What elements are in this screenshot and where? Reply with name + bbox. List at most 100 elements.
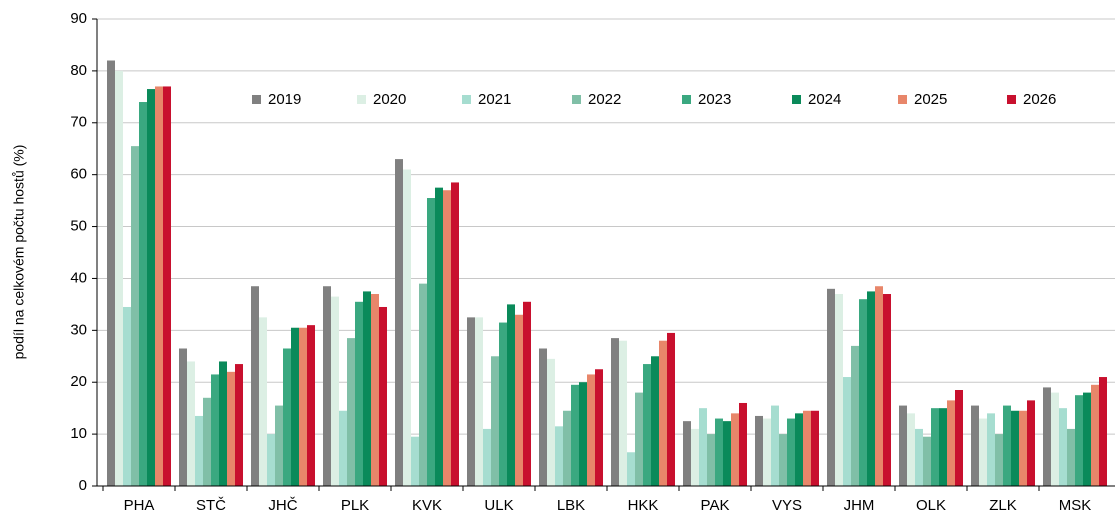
bar (1027, 400, 1035, 486)
bar (939, 408, 947, 486)
y-tick-label: 30 (70, 321, 87, 338)
bar (651, 356, 659, 486)
legend-marker (252, 95, 261, 104)
bar (867, 291, 875, 486)
bar (283, 348, 291, 486)
bar (131, 146, 139, 486)
bar (291, 327, 299, 486)
x-tick-label: STČ (196, 497, 226, 514)
bar (667, 332, 675, 486)
legend-marker (792, 95, 801, 104)
bar (1003, 405, 1011, 486)
bar (355, 301, 363, 486)
bar (587, 374, 595, 486)
y-tick-label: 50 (70, 218, 87, 235)
bar (323, 286, 331, 486)
bar (379, 306, 387, 486)
bar (619, 340, 627, 486)
bar (435, 187, 443, 486)
bar (155, 86, 163, 486)
x-tick-label: ZLK (989, 497, 1017, 514)
bar (1011, 410, 1019, 486)
bar (227, 371, 235, 486)
bar (787, 418, 795, 486)
bar (859, 299, 867, 486)
bar (147, 89, 155, 487)
bar (691, 428, 699, 486)
bar (395, 159, 403, 486)
bar (955, 390, 963, 486)
bar (547, 358, 555, 486)
legend-marker (462, 95, 471, 104)
bar (875, 286, 883, 486)
bar (611, 338, 619, 486)
y-tick-label: 10 (70, 425, 87, 442)
bar (803, 410, 811, 486)
bar (595, 369, 603, 486)
x-tick-label: JHM (844, 497, 875, 514)
bar (755, 415, 763, 486)
legend-marker (572, 95, 581, 104)
bar (491, 356, 499, 486)
bar (907, 413, 915, 486)
y-tick-label: 60 (70, 166, 87, 183)
bar (899, 405, 907, 486)
legend-label: 2019 (268, 91, 301, 108)
bar (107, 60, 115, 487)
bar (443, 190, 451, 486)
bar (347, 338, 355, 486)
y-tick-label: 0 (79, 477, 87, 494)
bar (563, 410, 571, 486)
bar (739, 402, 747, 486)
bar (811, 410, 819, 486)
bar (451, 182, 459, 486)
bar (259, 317, 267, 486)
bar (403, 169, 411, 486)
bar (1051, 392, 1059, 486)
bar (475, 317, 483, 486)
bar (419, 283, 427, 486)
bar (731, 413, 739, 486)
bar (723, 421, 731, 486)
legend-label: 2023 (698, 91, 731, 108)
bar (643, 364, 651, 486)
bar (219, 361, 227, 486)
bar (707, 434, 715, 486)
x-tick-label: JHČ (268, 497, 297, 514)
legend-marker (357, 95, 366, 104)
y-tick-label: 80 (70, 62, 87, 79)
legend-label: 2026 (1023, 91, 1056, 108)
x-tick-label: PAK (701, 497, 730, 514)
bar (683, 421, 691, 486)
bar (307, 325, 315, 486)
bar (139, 102, 147, 487)
bar (499, 322, 507, 486)
bar (467, 317, 475, 486)
bar (1043, 387, 1051, 486)
x-tick-label: KVK (412, 497, 442, 514)
bar (843, 377, 851, 486)
bar (635, 392, 643, 486)
bar (579, 382, 587, 486)
bar (523, 301, 531, 486)
legend-marker (1007, 95, 1016, 104)
x-tick-label: OLK (916, 497, 946, 514)
bar (515, 314, 523, 486)
legend-marker (898, 95, 907, 104)
bar (331, 296, 339, 486)
bar (187, 361, 195, 486)
x-tick-label: PHA (124, 497, 155, 514)
bar (299, 327, 307, 486)
bar (979, 418, 987, 486)
bar (1083, 392, 1091, 486)
bar (203, 397, 211, 486)
bar (507, 304, 515, 486)
legend-marker (682, 95, 691, 104)
x-tick-label: LBK (557, 497, 585, 514)
bar (659, 340, 667, 486)
bar (275, 405, 283, 486)
bar (763, 418, 771, 486)
bar (267, 434, 275, 486)
bar (163, 86, 171, 486)
bar (179, 348, 187, 486)
